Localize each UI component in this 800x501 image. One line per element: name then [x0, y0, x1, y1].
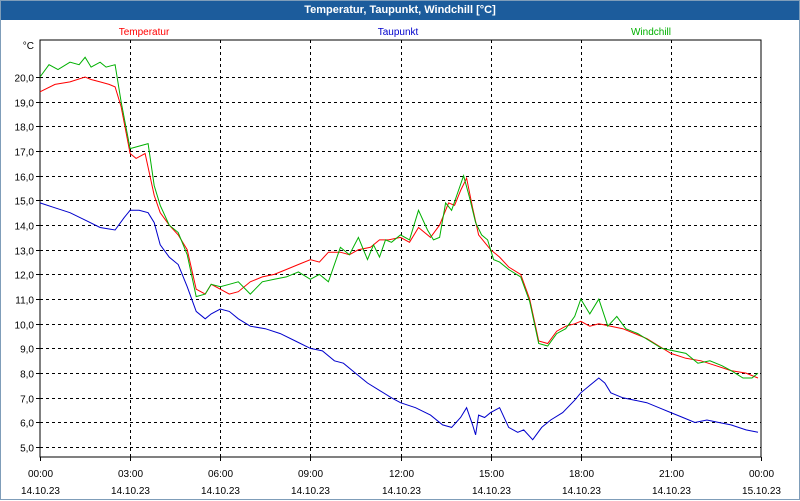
x-tick-date: 14.10.23: [562, 486, 601, 497]
y-tick-label: 15,0: [15, 197, 35, 208]
x-tick-date: 14.10.23: [111, 486, 150, 497]
x-tick-time: 18:00: [569, 469, 594, 480]
y-tick-label: 19,0: [15, 99, 35, 110]
y-tick-label: 11,0: [15, 296, 34, 307]
x-tick-date: 14.10.23: [291, 486, 330, 497]
x-tick-date: 14.10.23: [472, 486, 511, 497]
x-tick-date: 14.10.23: [652, 486, 691, 497]
plot-frame: [39, 39, 762, 458]
y-tick-label: 9,0: [20, 345, 34, 356]
series-lines: [39, 56, 759, 441]
y-tick-label: 12,0: [15, 271, 35, 282]
x-tick-date: 15.10.23: [742, 486, 781, 497]
y-tick-label: 13,0: [15, 247, 35, 258]
x-tick-time: 15:00: [479, 469, 504, 480]
y-tick-label: 5,0: [20, 444, 34, 455]
x-tick-time: 00:00: [28, 469, 53, 480]
y-tick-label: 18,0: [15, 123, 35, 134]
x-tick-time: 06:00: [208, 469, 233, 480]
x-tick-date: 14.10.23: [21, 486, 60, 497]
chart-title: Temperatur, Taupunkt, Windchill [°C]: [1, 1, 799, 20]
x-tick-time: 12:00: [389, 469, 414, 480]
grid: [40, 40, 761, 457]
y-tick-label: 20,0: [15, 74, 35, 85]
y-tick-label: 14,0: [15, 222, 35, 233]
legend-temperatur: Temperatur: [119, 27, 170, 38]
x-tick-time: 00:00: [749, 469, 774, 480]
legend-windchill: Windchill: [631, 27, 671, 38]
x-tick-time: 03:00: [118, 469, 143, 480]
legend-taupunkt: Taupunkt: [378, 27, 419, 38]
y-tick-label: 17,0: [15, 148, 35, 159]
legend: Temperatur Taupunkt Windchill: [119, 27, 671, 38]
axes: 5,0 6,0 7,0 8,0 9,0 10,0 11,0 12,0 13,0 14,0 15,0 1…: [15, 39, 781, 497]
y-axis-unit: °C: [23, 41, 34, 52]
y-tick-label: 16,0: [15, 173, 35, 184]
x-tick-date: 14.10.23: [201, 486, 240, 497]
series-line-temperatur: [39, 76, 759, 379]
y-tick-label: 7,0: [20, 395, 34, 406]
x-tick-time: 09:00: [298, 469, 323, 480]
y-tick-label: 6,0: [20, 419, 34, 430]
x-tick-date: 14.10.23: [382, 486, 421, 497]
y-tick-label: 8,0: [20, 370, 34, 381]
y-tick-label: 10,0: [15, 321, 35, 332]
x-tick-time: 21:00: [659, 469, 684, 480]
series-line-windchill: [39, 56, 759, 379]
series-line-taupunkt: [39, 202, 759, 441]
